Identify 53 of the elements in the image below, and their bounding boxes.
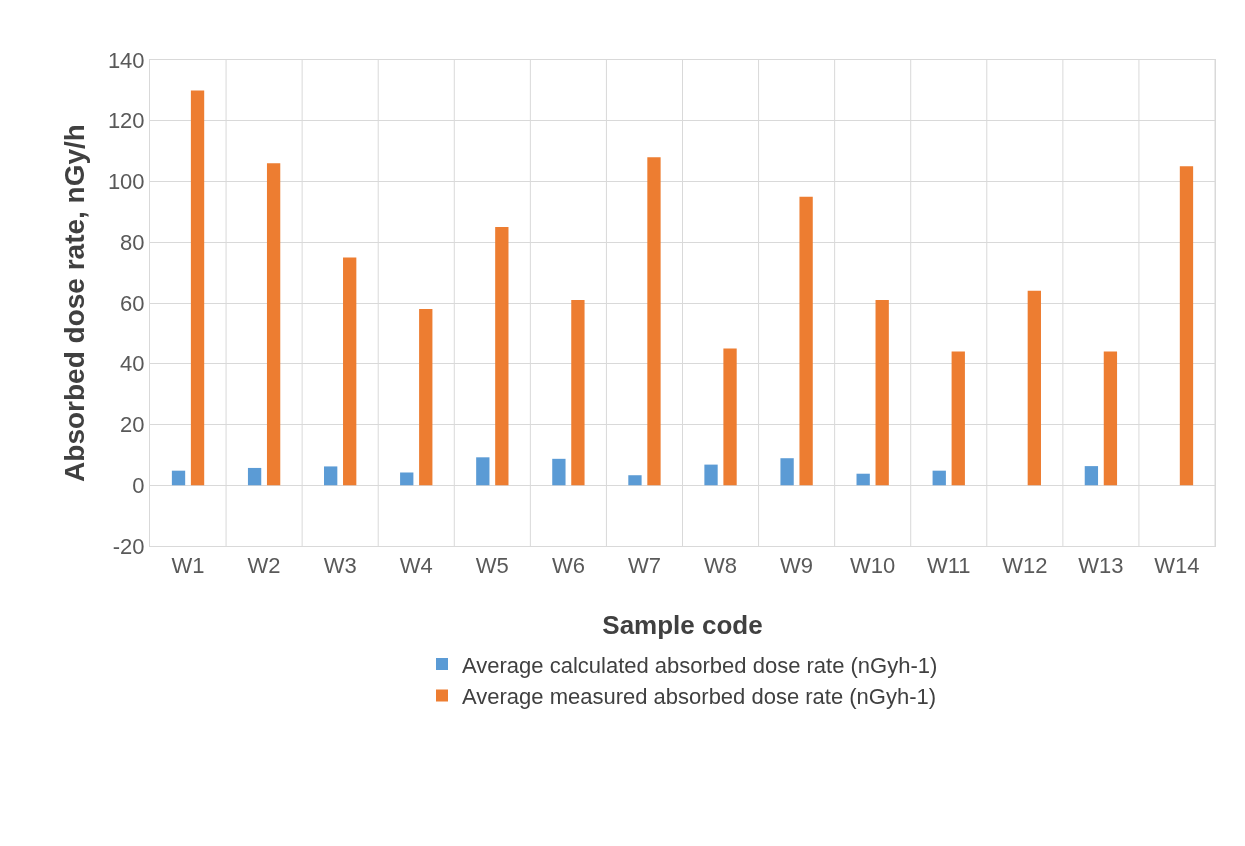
bar [1103,351,1118,486]
bar [799,196,813,486]
x-axis-title: Sample code [602,610,763,640]
bar [400,472,414,486]
x-tick-label: W2 [247,553,281,579]
bar [875,299,889,486]
x-tick-label: W9 [780,553,814,579]
x-tick-label: W4 [399,553,433,579]
y-tick-label: 140 [107,47,145,73]
bar [628,475,642,486]
bar [190,90,205,486]
y-tick-label: 120 [107,108,145,134]
x-tick-label: W7 [627,553,661,579]
y-tick-label: 0 [132,472,145,498]
y-tick-label: 80 [120,229,145,255]
bar [495,227,509,486]
bar [324,466,338,486]
bar [171,470,186,486]
y-tick-label: 100 [107,169,145,195]
bar [932,470,946,486]
bar [1027,290,1041,486]
bar [723,348,737,486]
bar [647,157,661,486]
bar [266,163,281,486]
x-tick-label: W5 [475,553,509,579]
x-tick-label: W6 [551,553,585,579]
y-axis-title: Absorbed dose rate, nGy/h [59,124,90,482]
bar [780,458,794,486]
x-tick-label: W14 [1154,553,1200,579]
x-tick-label: W3 [323,553,357,579]
bar [856,473,870,486]
bar [247,467,262,486]
y-tick-label: 20 [120,412,145,438]
bar [419,309,433,486]
bar [951,351,965,486]
x-tick-label: W13 [1078,553,1124,579]
y-tick-label: 60 [120,290,145,316]
bar [552,458,566,486]
x-tick-label: W12 [1002,553,1048,579]
x-tick-label: W8 [704,553,738,579]
x-tick-label: W11 [926,553,971,579]
bar [704,464,718,486]
y-tick-label: 40 [120,351,145,377]
y-tick-label: -20 [112,533,145,559]
x-tick-label: W1 [171,553,205,579]
bar [476,457,490,486]
bar [1084,466,1099,486]
bar [571,299,585,486]
bar [343,257,357,486]
legend-label: Average measured absorbed dose rate (nGyh-1) [462,684,937,710]
bar [1179,166,1194,486]
x-tick-label: W10 [850,553,896,579]
legend-label: Average calculated absorbed dose rate (nGyh-1) [462,652,938,678]
